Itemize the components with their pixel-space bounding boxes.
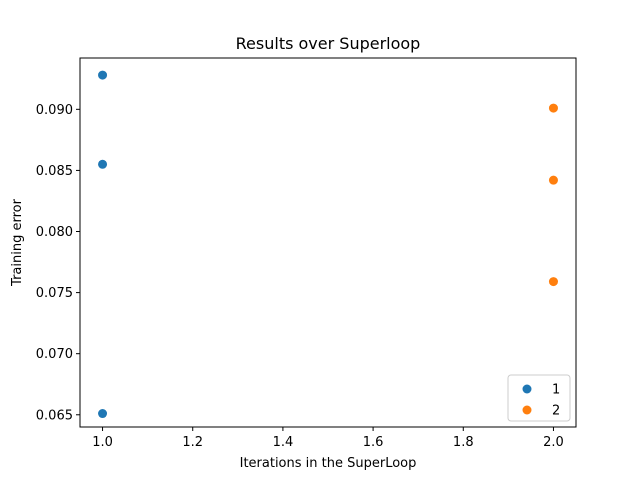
chart-title: Results over Superloop <box>236 34 421 53</box>
legend-box <box>507 374 571 422</box>
y-tick-label: 0.085 <box>36 164 73 179</box>
x-tick-label: 1.4 <box>273 435 294 450</box>
y-axis-ticks: 0.065 0.070 0.075 0.080 0.085 0.090 <box>36 103 80 423</box>
x-tick-label: 1.6 <box>363 435 384 450</box>
y-tick-label: 0.075 <box>36 286 73 301</box>
series-1-point <box>98 409 108 419</box>
series-2-point <box>548 103 558 113</box>
legend-label: 2 <box>552 404 560 419</box>
legend-marker <box>522 405 532 415</box>
series-1-point <box>98 70 108 80</box>
y-tick-label: 0.090 <box>36 103 73 118</box>
x-tick-label: 1.8 <box>453 435 474 450</box>
legend-label: 1 <box>552 383 560 398</box>
series-1-point <box>98 159 108 169</box>
x-tick-label: 1.2 <box>182 435 203 450</box>
legend: 12 <box>507 374 571 422</box>
y-tick-label: 0.070 <box>36 347 73 362</box>
x-axis-ticks: 1.0 1.2 1.4 1.6 1.8 2.0 <box>92 427 564 450</box>
x-axis-label: Iterations in the SuperLoop <box>240 456 417 471</box>
legend-marker <box>522 384 532 394</box>
series-2-point <box>548 175 558 185</box>
x-tick-label: 1.0 <box>92 435 113 450</box>
series-2-point <box>548 277 558 287</box>
x-tick-label: 2.0 <box>543 435 564 450</box>
data-points <box>98 70 558 419</box>
y-tick-label: 0.080 <box>36 225 73 240</box>
y-tick-label: 0.065 <box>36 408 73 423</box>
plot-area-frame <box>79 57 577 428</box>
y-axis-label: Training error <box>10 198 25 287</box>
